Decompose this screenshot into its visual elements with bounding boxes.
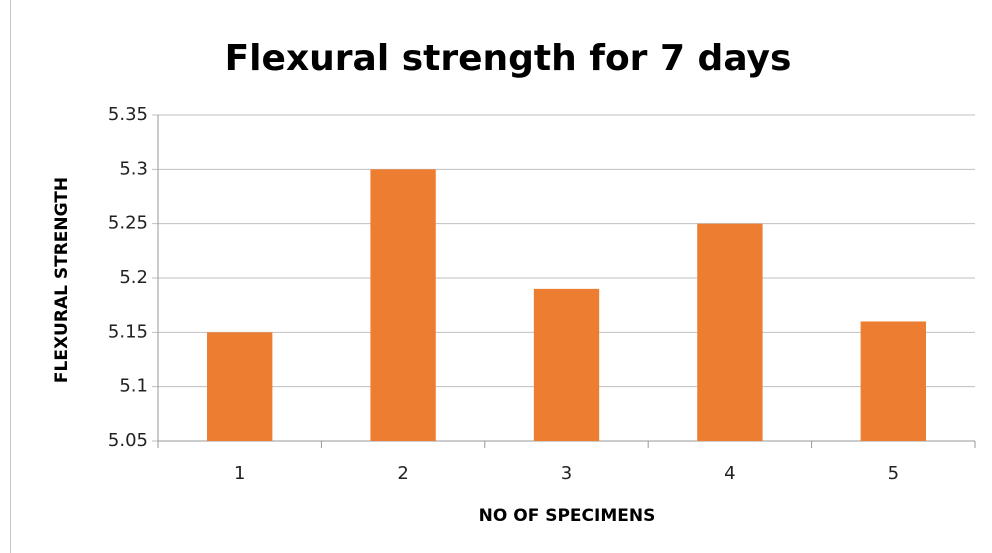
bar [370, 169, 436, 442]
x-tick-label: 3 [561, 463, 572, 484]
x-tick-label: 4 [724, 463, 735, 484]
y-tick-label: 5.25 [108, 213, 148, 234]
x-tick-label: 2 [397, 463, 408, 484]
bar [697, 223, 763, 441]
y-tick-label: 5.15 [108, 321, 148, 342]
y-tick-label: 5.3 [119, 158, 148, 179]
y-tick-label: 5.35 [108, 104, 148, 125]
x-tick-label: 1 [234, 463, 245, 484]
y-tick-label: 5.05 [108, 430, 148, 451]
y-axis-label: FLEXURAL STRENGTH [52, 177, 72, 383]
chart-title: Flexural strength for 7 days [225, 38, 792, 79]
bar [860, 321, 926, 441]
bar [207, 332, 273, 441]
bar [533, 288, 600, 441]
y-tick-label: 5.2 [119, 267, 148, 288]
x-tick-label: 5 [888, 463, 899, 484]
y-tick-label: 5.1 [119, 376, 148, 397]
x-axis-label: NO OF SPECIMENS [479, 506, 656, 526]
